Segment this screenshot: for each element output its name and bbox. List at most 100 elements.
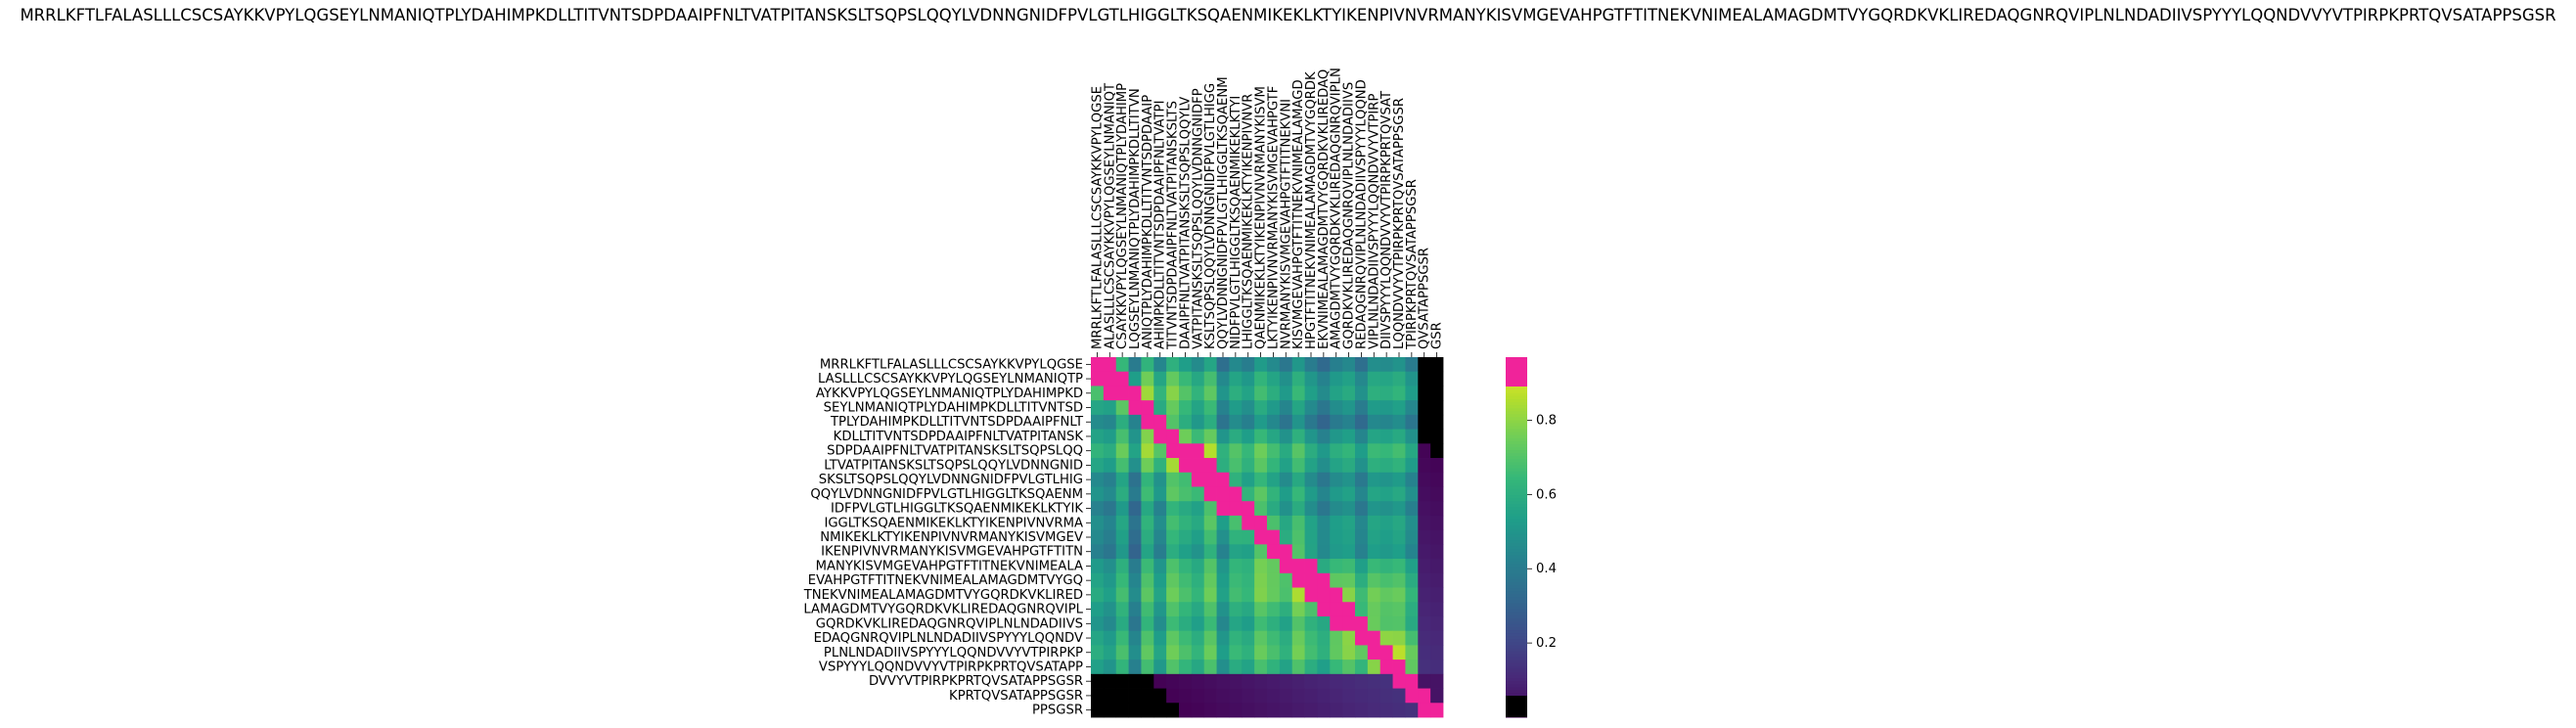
colorbar-segment	[1506, 693, 1527, 698]
heatmap-cell	[1254, 572, 1268, 588]
heatmap-cell	[1254, 587, 1268, 603]
heatmap-cell	[1392, 645, 1406, 660]
heatmap-cell	[1091, 529, 1105, 545]
column-label: KISVMGEVAHPGTFTITNEKVNIMEALAMAGD	[1291, 79, 1306, 349]
heatmap-cell	[1128, 559, 1142, 574]
heatmap-cell	[1392, 515, 1406, 531]
heatmap-cell	[1330, 544, 1343, 560]
heatmap-cell	[1141, 572, 1154, 588]
heatmap-cell	[1103, 630, 1117, 646]
column-label: NIDFPVLGTLHIGGLTKSQAENMIKEKLKTYI	[1229, 96, 1243, 349]
column-label: DAAIPFNLTVATPITANSKSLTSQPSLQQYLV	[1178, 97, 1193, 349]
heatmap-cell	[1091, 472, 1105, 487]
heatmap-cell	[1115, 400, 1129, 416]
heatmap-cell	[1291, 703, 1305, 718]
heatmap-cell	[1267, 544, 1281, 560]
colorbar-segment	[1506, 582, 1527, 586]
row-label: EDAQGNRQVIPLNLNDADIIVSPYYYLQQNDV	[814, 631, 1083, 646]
heatmap-cell	[1330, 572, 1343, 588]
colorbar-segment	[1506, 426, 1527, 431]
heatmap-cell	[1091, 458, 1105, 474]
colorbar-segment	[1506, 684, 1527, 688]
heatmap-cell	[1166, 357, 1180, 373]
heatmap-cell	[1291, 515, 1305, 531]
heatmap-cell	[1229, 645, 1243, 660]
heatmap-cell	[1216, 400, 1230, 416]
row-label: VSPYYYLQQNDVVYVTPIRPKPRTQVSATAPP	[819, 660, 1083, 674]
heatmap-cell	[1229, 443, 1243, 459]
heatmap-cell	[1405, 544, 1419, 560]
colorbar-segment	[1506, 459, 1527, 463]
heatmap-cell	[1103, 501, 1117, 517]
heatmap-cell	[1153, 486, 1167, 502]
colorbar-segment	[1506, 504, 1527, 508]
heatmap-cell	[1216, 486, 1230, 502]
heatmap-cell	[1304, 660, 1318, 675]
heatmap-cell	[1216, 630, 1230, 646]
heatmap-cell	[1242, 559, 1255, 574]
heatmap-cell	[1166, 615, 1180, 632]
colorbar-segment	[1506, 612, 1527, 616]
heatmap-cell	[1091, 587, 1105, 603]
heatmap-cell	[1317, 587, 1331, 603]
colorbar-segment	[1506, 620, 1527, 625]
heatmap-cell	[1405, 559, 1419, 574]
heatmap-cell	[1242, 660, 1255, 675]
heatmap-cell	[1392, 529, 1406, 545]
column-label: VIPLNLNDADIIVSPYYYLQQNDVVYVTPIRP	[1367, 94, 1381, 349]
heatmap-cell	[1141, 688, 1154, 704]
row-label: LASLLLCSCSAYKKVPYLQGSEYLNMANIQTP	[818, 372, 1083, 387]
heatmap-cell	[1418, 472, 1431, 487]
heatmap-cell	[1216, 544, 1230, 560]
heatmap-cell	[1179, 429, 1193, 444]
heatmap-cell	[1392, 688, 1406, 704]
heatmap-cell	[1379, 400, 1393, 416]
heatmap-cell	[1418, 486, 1431, 502]
heatmap-cell	[1153, 559, 1167, 574]
heatmap-cell	[1179, 472, 1193, 487]
heatmap-cell	[1418, 429, 1431, 444]
heatmap-cell	[1418, 630, 1431, 646]
heatmap-cell	[1317, 645, 1331, 660]
heatmap-cell	[1418, 458, 1431, 474]
heatmap-cell	[1317, 371, 1331, 387]
heatmap-cell	[1367, 559, 1381, 574]
heatmap-cell	[1330, 414, 1343, 430]
heatmap-cell	[1342, 472, 1356, 487]
heatmap-cell	[1179, 501, 1193, 517]
row-label: SEYLNMANIQTPLYDAHIMPKDLLTITVNTSD	[824, 401, 1083, 416]
colorbar-segment	[1506, 411, 1527, 415]
colorbar-segment	[1506, 450, 1527, 454]
heatmap-cell	[1191, 688, 1205, 704]
heatmap-cell	[1141, 371, 1154, 387]
heatmap-cell	[1304, 703, 1318, 718]
colorbar-over-cap	[1506, 357, 1527, 387]
heatmap-cell	[1179, 602, 1193, 617]
heatmap-cell	[1229, 371, 1243, 387]
heatmap-cell	[1166, 515, 1180, 531]
heatmap-cell	[1091, 673, 1105, 689]
heatmap-cell	[1405, 443, 1419, 459]
column-label: GSR	[1430, 322, 1445, 349]
colorbar-segment	[1506, 627, 1527, 631]
colorbar-segment	[1506, 648, 1527, 653]
heatmap-cell	[1379, 688, 1393, 704]
colorbar-segment	[1506, 522, 1527, 526]
heatmap-cell	[1279, 688, 1293, 704]
heatmap-cell	[1405, 472, 1419, 487]
colorbar-segment	[1506, 408, 1527, 412]
heatmap-cell	[1291, 443, 1305, 459]
heatmap-cell	[1379, 429, 1393, 444]
colorbar-segment	[1506, 405, 1527, 409]
heatmap-cell	[1317, 572, 1331, 588]
heatmap-cell	[1115, 414, 1129, 430]
colorbar-segment	[1506, 417, 1527, 421]
heatmap-cell	[1153, 602, 1167, 617]
heatmap-cell	[1355, 630, 1369, 646]
heatmap-cell	[1166, 458, 1180, 474]
heatmap-cell	[1203, 660, 1217, 675]
heatmap-cell	[1242, 486, 1255, 502]
heatmap-cell	[1216, 615, 1230, 632]
heatmap-cell	[1141, 673, 1154, 689]
heatmap-cell	[1267, 501, 1281, 517]
